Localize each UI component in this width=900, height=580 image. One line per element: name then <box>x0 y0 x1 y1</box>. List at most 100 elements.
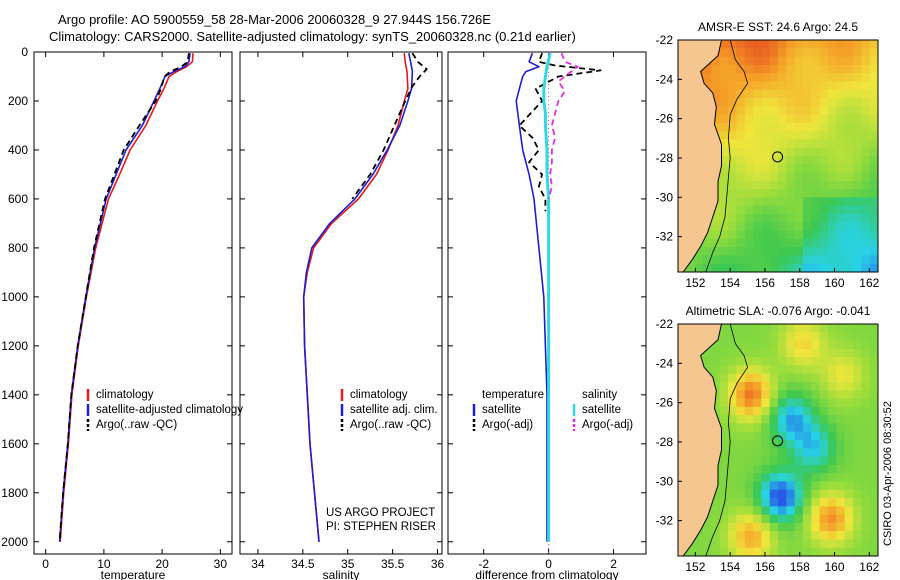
map-cell <box>811 106 821 116</box>
map-cell <box>728 382 737 391</box>
map-cell <box>753 40 762 49</box>
map-cell <box>869 431 878 441</box>
map-cell <box>853 531 862 540</box>
map-cell <box>836 222 846 232</box>
depth-contour <box>705 324 749 556</box>
map-cell <box>811 398 821 408</box>
map-cell <box>844 398 854 408</box>
map-cell <box>736 498 746 507</box>
map-cell <box>786 172 796 182</box>
map-cell <box>794 415 804 424</box>
map-cell <box>844 431 854 441</box>
map-cell <box>744 332 754 342</box>
map-cell <box>711 514 721 524</box>
map-cell <box>761 431 771 441</box>
map-cell <box>744 48 754 58</box>
map-cell <box>778 373 787 383</box>
map-cell <box>761 423 771 433</box>
map-cell <box>861 230 871 240</box>
map-cell <box>719 131 729 140</box>
map-cell <box>786 531 796 540</box>
map-cell <box>761 464 771 474</box>
map-cell <box>753 448 762 458</box>
map-cell <box>861 547 871 556</box>
map-cell <box>819 189 829 198</box>
map-cell <box>719 247 729 256</box>
land-mass <box>678 324 723 556</box>
map-cell <box>869 348 878 358</box>
map-cell <box>869 89 878 99</box>
map-cell <box>786 415 796 424</box>
map-cell <box>844 263 854 272</box>
map-cell <box>778 247 787 256</box>
map-cell <box>736 48 746 58</box>
map-cell <box>744 40 754 49</box>
map-cell <box>869 197 878 207</box>
map-cell <box>836 122 846 132</box>
map-cell <box>786 89 796 99</box>
map-cell <box>861 406 871 416</box>
y-tick-label: -30 <box>656 190 674 204</box>
map-cell <box>736 73 746 82</box>
map-cell <box>869 489 878 499</box>
map-cell <box>769 464 779 474</box>
map-cell <box>853 448 862 458</box>
x-tick-label: 156 <box>755 560 775 574</box>
legend-label: climatology <box>350 389 408 401</box>
map-cell <box>711 73 721 82</box>
map-cell <box>844 373 854 383</box>
map-cell <box>719 238 729 248</box>
map-cell <box>778 423 787 433</box>
map-cell <box>719 332 729 342</box>
map-cell <box>844 324 854 333</box>
map-cell <box>778 122 787 132</box>
map-cell <box>761 247 771 256</box>
map-cell <box>811 506 821 516</box>
map-cell <box>844 440 854 449</box>
map-cell <box>778 324 787 333</box>
map-cell <box>786 348 796 358</box>
map-cell <box>828 247 837 256</box>
map-cell <box>794 205 804 215</box>
map-cell <box>744 189 754 198</box>
map-cell <box>794 348 804 358</box>
map-cell <box>861 448 871 458</box>
map-cell <box>736 114 746 124</box>
map-cell <box>861 423 871 433</box>
map-cell <box>803 164 812 174</box>
map-cell <box>803 373 812 383</box>
map-cell <box>819 514 829 524</box>
map-cell <box>728 456 737 466</box>
map-cell <box>736 255 746 265</box>
map-cell <box>819 114 829 124</box>
map-cell <box>719 40 729 49</box>
map-cell <box>719 172 729 182</box>
map-cell <box>811 247 821 256</box>
map-cell <box>819 448 829 458</box>
map-cell <box>819 98 829 107</box>
map-cell <box>728 481 737 491</box>
map-cell <box>753 514 762 524</box>
map-cell <box>869 332 878 342</box>
map-cell <box>811 464 821 474</box>
map-cell <box>803 514 812 524</box>
x-tick-label: 156 <box>755 276 775 290</box>
map-cell <box>836 147 846 157</box>
map-cell <box>703 230 712 240</box>
map-cell <box>794 506 804 516</box>
map-cell <box>769 56 779 66</box>
y-tick-label: 800 <box>8 241 28 255</box>
axes-frame <box>33 51 233 555</box>
map-field <box>678 40 878 272</box>
map-cell <box>794 172 804 182</box>
map-cell <box>711 114 721 124</box>
map-cell <box>803 498 812 507</box>
map-cell <box>828 382 837 391</box>
map-cell <box>744 73 754 82</box>
map-cell <box>728 431 737 441</box>
map-cell <box>761 406 771 416</box>
map-cell <box>853 406 862 416</box>
map-cell <box>711 230 721 240</box>
map-cell <box>769 522 779 532</box>
map-cell <box>794 373 804 383</box>
